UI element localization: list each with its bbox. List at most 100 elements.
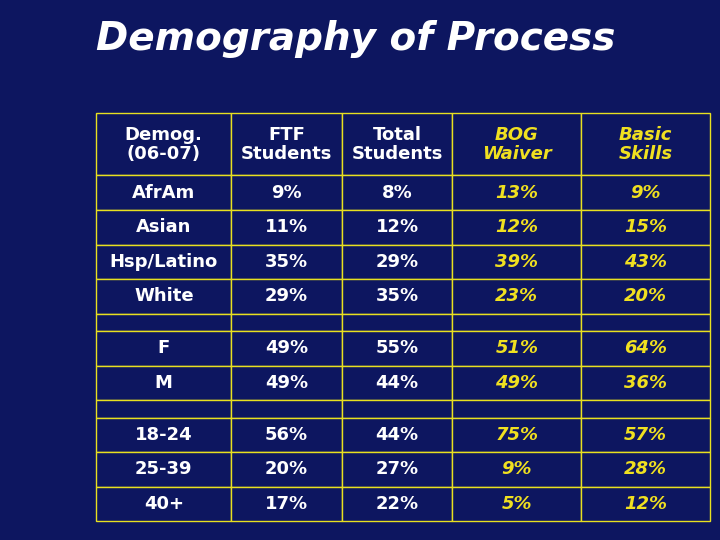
Text: FTF
Students: FTF Students — [241, 125, 332, 163]
Bar — [581, 210, 710, 245]
Text: 49%: 49% — [495, 374, 539, 392]
Bar — [231, 366, 342, 400]
Bar — [452, 279, 581, 314]
Bar — [342, 245, 452, 279]
Text: 44%: 44% — [376, 374, 418, 392]
Bar — [452, 417, 581, 452]
Text: 49%: 49% — [265, 374, 308, 392]
Text: 18-24: 18-24 — [135, 426, 193, 444]
Bar — [452, 331, 581, 366]
Bar — [231, 314, 342, 331]
Text: White: White — [134, 287, 194, 306]
Text: 25-39: 25-39 — [135, 461, 192, 478]
Text: 56%: 56% — [265, 426, 308, 444]
Text: 44%: 44% — [376, 426, 418, 444]
Text: Demography of Process: Demography of Process — [96, 20, 616, 58]
Bar — [231, 487, 342, 521]
Bar — [96, 487, 231, 521]
Text: 12%: 12% — [376, 218, 418, 236]
Bar — [342, 366, 452, 400]
Bar — [96, 400, 231, 417]
Bar — [96, 210, 231, 245]
Text: 39%: 39% — [495, 253, 539, 271]
Bar — [342, 331, 452, 366]
Bar — [581, 331, 710, 366]
Text: 35%: 35% — [265, 253, 308, 271]
Text: 36%: 36% — [624, 374, 667, 392]
Text: 8%: 8% — [382, 184, 413, 201]
Bar — [231, 400, 342, 417]
Bar — [231, 331, 342, 366]
Text: 40+: 40+ — [144, 495, 184, 513]
Bar — [96, 245, 231, 279]
Bar — [231, 417, 342, 452]
Bar — [342, 176, 452, 210]
Bar — [231, 452, 342, 487]
Bar — [231, 210, 342, 245]
Bar — [96, 176, 231, 210]
Text: 13%: 13% — [495, 184, 539, 201]
Bar — [342, 452, 452, 487]
Bar — [581, 400, 710, 417]
Bar — [342, 314, 452, 331]
Text: 9%: 9% — [631, 184, 661, 201]
Bar — [96, 314, 231, 331]
Bar — [96, 331, 231, 366]
Text: 29%: 29% — [376, 253, 418, 271]
Bar — [342, 279, 452, 314]
Text: 75%: 75% — [495, 426, 539, 444]
Bar — [231, 279, 342, 314]
Text: Demog.
(06-07): Demog. (06-07) — [125, 125, 203, 163]
Text: 9%: 9% — [502, 461, 532, 478]
Bar — [342, 487, 452, 521]
Text: 64%: 64% — [624, 339, 667, 357]
Bar — [581, 279, 710, 314]
Text: 9%: 9% — [271, 184, 302, 201]
Text: 23%: 23% — [495, 287, 539, 306]
Text: 5%: 5% — [502, 495, 532, 513]
Bar — [231, 113, 342, 176]
Text: Basic
Skills: Basic Skills — [618, 125, 672, 163]
Text: 51%: 51% — [495, 339, 539, 357]
Bar — [581, 487, 710, 521]
Bar — [452, 452, 581, 487]
Bar — [96, 452, 231, 487]
Bar — [581, 452, 710, 487]
Bar — [581, 245, 710, 279]
Text: 12%: 12% — [495, 218, 539, 236]
Text: 55%: 55% — [376, 339, 418, 357]
Bar — [581, 176, 710, 210]
Bar — [452, 314, 581, 331]
Bar — [342, 113, 452, 176]
Text: M: M — [155, 374, 173, 392]
Bar — [231, 245, 342, 279]
Bar — [452, 210, 581, 245]
Text: AfrAm: AfrAm — [132, 184, 195, 201]
Bar — [452, 400, 581, 417]
Text: 20%: 20% — [265, 461, 308, 478]
Text: F: F — [158, 339, 170, 357]
Bar — [342, 400, 452, 417]
Bar — [452, 245, 581, 279]
Text: 49%: 49% — [265, 339, 308, 357]
Bar — [342, 417, 452, 452]
Bar — [581, 113, 710, 176]
Bar — [96, 113, 231, 176]
Bar — [581, 314, 710, 331]
Text: 43%: 43% — [624, 253, 667, 271]
Bar — [96, 366, 231, 400]
Text: 57%: 57% — [624, 426, 667, 444]
Text: BOG
Waiver: BOG Waiver — [482, 125, 552, 163]
Bar — [581, 366, 710, 400]
Bar — [581, 417, 710, 452]
Bar — [96, 417, 231, 452]
Bar — [452, 366, 581, 400]
Text: 28%: 28% — [624, 461, 667, 478]
Bar — [452, 176, 581, 210]
Text: Asian: Asian — [136, 218, 192, 236]
Text: Hsp/Latino: Hsp/Latino — [109, 253, 218, 271]
Text: Total
Students: Total Students — [351, 125, 443, 163]
Text: 29%: 29% — [265, 287, 308, 306]
Text: 15%: 15% — [624, 218, 667, 236]
Bar — [452, 113, 581, 176]
